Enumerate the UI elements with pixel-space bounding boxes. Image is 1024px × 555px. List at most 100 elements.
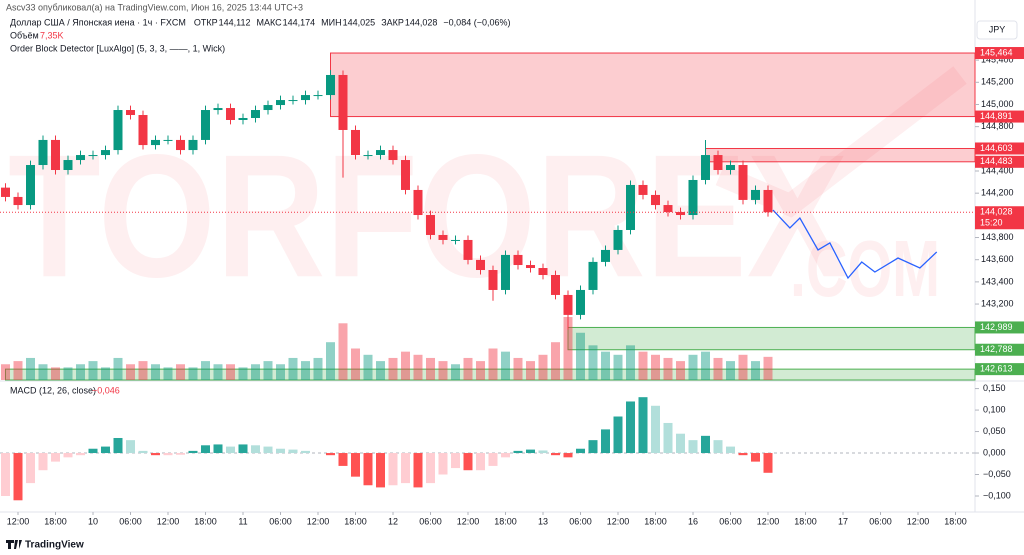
x-tick-label: 17 [838,516,848,526]
candle-body [263,105,273,111]
price-label: 144,483 [980,156,1013,166]
macd-y-tick-label: −0,050 [983,469,1011,479]
candle-body [701,155,710,180]
volume-bar [513,357,523,380]
candle-body [438,234,448,240]
volume-bar [376,361,385,380]
volume-bar [126,364,135,380]
macd-bar [751,453,760,462]
price-label: 142,788 [980,344,1013,354]
candle-body [76,155,85,161]
x-tick-label: 12:00 [757,516,780,526]
macd-bar [301,450,310,454]
x-tick-label: 06:00 [569,516,592,526]
macd-bar [763,453,773,473]
macd-bar [101,446,110,454]
candle-body [126,110,135,116]
macd-bar [613,416,623,454]
macd-bar [526,449,535,454]
volume-bar [326,342,335,380]
countdown: 15:20 [980,218,1003,228]
ohlc-key: ЗАКР [381,17,404,27]
ohlc-key: ОТКР [194,17,218,27]
macd-label: MACD (12, 26, close) [10,385,96,395]
volume-bar [388,357,398,380]
candle-body [501,254,510,290]
volume-value: 7,35K [40,30,64,40]
macd-y-tick-label: −0,100 [983,490,1011,500]
price-label-box [975,155,1024,168]
price-change: −0,084 (−0,06%) [443,17,510,27]
macd-bar [488,453,498,466]
macd-bar [163,453,173,456]
candle-body [638,184,648,195]
volume-bar [201,361,210,380]
price-label: 142,613 [980,364,1013,374]
candle-body [451,239,460,241]
candle-body [1,187,10,197]
indicator-label: Order Block Detector [LuxAlgo] (5, 3, 3,… [10,43,225,53]
x-tick-label: 18:00 [644,516,667,526]
macd-bar [476,453,485,471]
ohlc-key: МАКС [256,17,282,27]
macd-y-tick-label: 0,000 [983,447,1006,457]
volume-bar [263,361,273,380]
currency[interactable]: JPY [989,24,1006,34]
volume-bar [426,357,435,380]
volume-bar [176,364,185,380]
y-tick-label: 144,200 [981,188,1014,198]
candle-body [213,108,223,111]
candle-body [276,100,285,106]
volume-bar [401,351,410,380]
candle-body [226,108,235,120]
macd-bar [701,435,710,454]
candle-body [13,196,23,206]
volume-bar [213,364,223,380]
volume-bar [51,367,60,380]
volume-bar [638,351,648,380]
candle-body [626,184,635,230]
order-blocks [5,52,976,381]
macd-bar [138,450,148,454]
macd-bar [13,453,23,501]
volume-bar [713,357,723,380]
candle-body [551,275,560,295]
x-tick-label: 12:00 [157,516,180,526]
volume-bar [163,367,173,380]
volume-bar [138,361,148,380]
macd-bar [326,453,335,456]
x-tick-label: 06:00 [719,516,742,526]
candle-body [426,215,435,235]
watermark-suffix: .COM [790,224,940,313]
currency-button[interactable] [976,20,1018,40]
volume-bar [1,364,10,380]
macd-bar [576,448,585,454]
candle-body [713,155,723,171]
price-label-box [975,47,1024,60]
candle-body [401,160,410,190]
macd-bar [713,440,723,454]
volume-bar [651,354,660,380]
macd-bar [113,437,123,454]
volume-bar [351,348,360,380]
volume-bar [151,364,160,380]
volume [1,317,773,380]
volume-bar [688,354,698,380]
candle-body [63,160,73,171]
price-label: 144,891 [980,111,1013,121]
macd-y-tick-label: 0,150 [983,383,1006,393]
volume-bar [288,357,298,380]
volume-bar [751,361,760,380]
y-tick-label: 144,400 [981,165,1014,175]
macd-bar [426,453,435,484]
macd-bar [126,440,135,454]
last-price-box [975,206,1024,230]
volume-bar [563,317,573,380]
macd-bar [188,450,198,454]
macd-y-tick-label: 0,050 [983,426,1006,436]
volume-bar [763,356,773,380]
candle-body [463,239,473,260]
candles [1,70,773,330]
macd-bar [401,453,410,484]
